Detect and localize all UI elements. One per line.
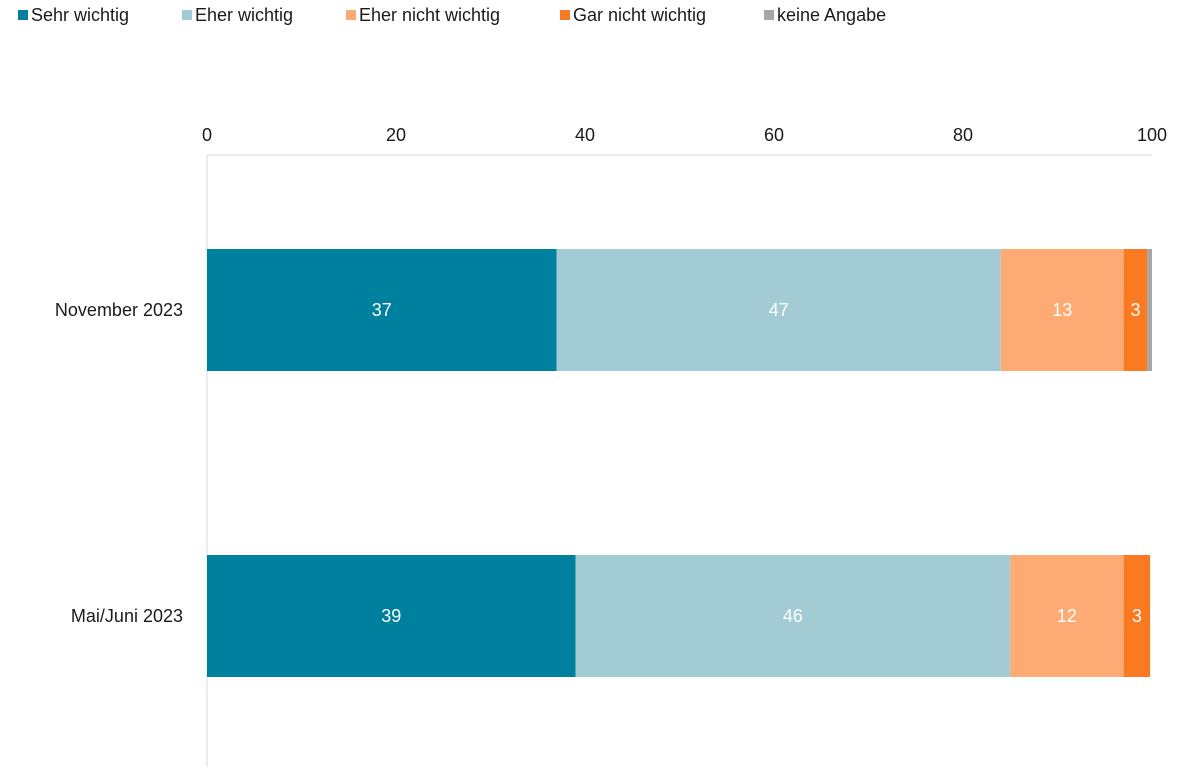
- bar-gar-nicht-wichtig-mai-juni-2023: [1123, 555, 1151, 677]
- legend-label-keine-angabe: keine Angabe: [777, 5, 886, 25]
- x-axis: 0 20 40 60 80 100: [202, 125, 1167, 156]
- legend-swatch-keine-angabe: [764, 10, 774, 20]
- bar-eher-wichtig-mai-juni-2023: [575, 555, 1011, 677]
- data-label-gar-nicht-wichtig-november-2023: 3: [1130, 300, 1140, 320]
- bar-keine-angabe-november-2023: [1147, 249, 1152, 371]
- legend-label-eher-nicht-wichtig: Eher nicht wichtig: [359, 5, 500, 25]
- legend-swatch-eher-nicht-wichtig: [346, 10, 356, 20]
- category-label-november-2023: November 2023: [55, 300, 183, 320]
- bars: 37 47 13 3 39 46 12 3: [207, 249, 1152, 677]
- bar-eher-nicht-wichtig-mai-juni-2023: [1010, 555, 1124, 677]
- x-tick-label-100: 100: [1137, 125, 1167, 145]
- data-label-sehr-wichtig-november-2023: 37: [372, 300, 392, 320]
- y-axis: November 2023 Mai/Juni 2023: [55, 155, 208, 767]
- bar-sehr-wichtig-mai-juni-2023: [207, 555, 576, 677]
- data-label-eher-wichtig-november-2023: 47: [769, 300, 789, 320]
- legend-swatch-eher-wichtig: [182, 10, 192, 20]
- x-tick-label-0: 0: [202, 125, 212, 145]
- data-label-gar-nicht-wichtig-mai-juni-2023: 3: [1132, 606, 1142, 626]
- bar-eher-wichtig-november-2023: [556, 249, 1001, 371]
- x-tick-label-60: 60: [764, 125, 784, 145]
- legend-swatch-gar-nicht-wichtig: [560, 10, 570, 20]
- bar-sehr-wichtig-november-2023: [207, 249, 557, 371]
- legend-label-gar-nicht-wichtig: Gar nicht wichtig: [573, 5, 706, 25]
- legend-label-eher-wichtig: Eher wichtig: [195, 5, 293, 25]
- x-tick-label-40: 40: [575, 125, 595, 145]
- category-label-mai-juni-2023: Mai/Juni 2023: [71, 606, 183, 626]
- bar-gar-nicht-wichtig-november-2023: [1123, 249, 1148, 371]
- legend: Sehr wichtig Eher wichtig Eher nicht wicht…: [18, 5, 886, 25]
- bar-eher-nicht-wichtig-november-2023: [1000, 249, 1124, 371]
- legend-swatch-sehr-wichtig: [18, 10, 28, 20]
- x-tick-label-20: 20: [386, 125, 406, 145]
- data-label-eher-wichtig-mai-juni-2023: 46: [783, 606, 803, 626]
- x-tick-label-80: 80: [953, 125, 973, 145]
- data-label-sehr-wichtig-mai-juni-2023: 39: [381, 606, 401, 626]
- data-label-eher-nicht-wichtig-november-2023: 13: [1052, 300, 1072, 320]
- data-label-eher-nicht-wichtig-mai-juni-2023: 12: [1057, 606, 1077, 626]
- legend-label-sehr-wichtig: Sehr wichtig: [31, 5, 129, 25]
